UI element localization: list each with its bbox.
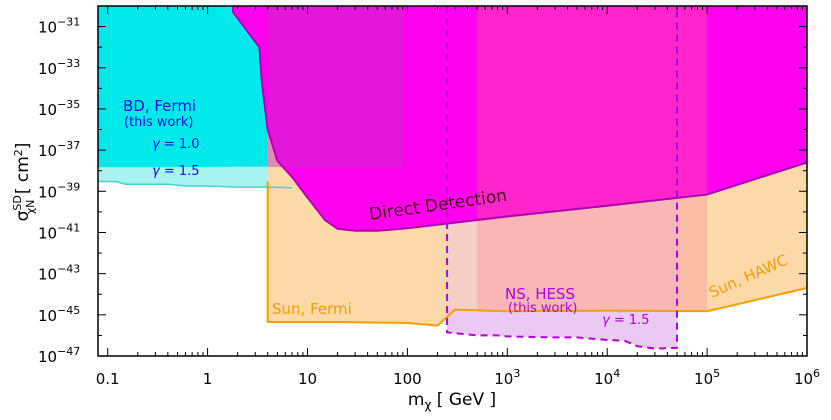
y-tick-label: 10−33 (38, 57, 80, 78)
annotation-bd-gamma10: γ = 1.0 (152, 137, 200, 152)
x-tick-label: 0.1 (96, 370, 120, 388)
shaded-box-1 (267, 6, 403, 168)
series-bd-fermi-gamma10-area (98, 6, 286, 168)
annotation-bd-this-work: (this work) (124, 115, 193, 130)
series-direct-detection-area (233, 6, 807, 231)
y-tick-label: 10−39 (38, 180, 80, 201)
y-axis-label: σSDχN [ cm2] (11, 143, 37, 222)
x-axis-label: mχ [ GeV ] (408, 390, 496, 412)
x-tick-label: 105 (694, 367, 720, 388)
annotation-bd-gamma15: γ = 1.5 (152, 164, 200, 179)
annotation-bd-fermi: BD, Fermi (123, 97, 196, 115)
x-tick-label: 104 (594, 367, 620, 388)
series-direct-detection-line (232, 6, 807, 232)
annotation-ns-gamma15: γ = 1.5 (602, 313, 650, 328)
y-tick-label: 10−31 (38, 16, 80, 37)
x-tick-label: 10 (298, 370, 317, 388)
annotation-ns-this-work: (this work) (508, 301, 577, 316)
plot-area (98, 6, 807, 356)
y-tick-label: 10−37 (38, 139, 80, 160)
x-tick-label: 103 (494, 367, 520, 388)
y-tick-label: 10−41 (38, 221, 80, 242)
series-ns-hess-line (446, 6, 678, 350)
x-tick-label: 106 (794, 367, 820, 388)
y-tick-label: 10−47 (38, 345, 80, 366)
plot-frame (97, 5, 808, 357)
series-sun-hawc-line (507, 287, 807, 313)
annotation-sun-fermi: Sun, Fermi (272, 300, 352, 318)
y-tick-label: 10−35 (38, 98, 80, 119)
series-sun-fermi-line (266, 181, 508, 327)
series-bd-fermi-gamma15-line (98, 180, 293, 189)
y-tick-label: 10−45 (38, 304, 80, 325)
x-tick-label: 100 (393, 370, 422, 388)
series-sun-fermi-overlay (447, 191, 708, 312)
annotation-ns-hess: NS, HESS (505, 285, 575, 303)
x-tick-label: 1 (203, 370, 213, 388)
y-tick-label: 10−43 (38, 263, 80, 284)
